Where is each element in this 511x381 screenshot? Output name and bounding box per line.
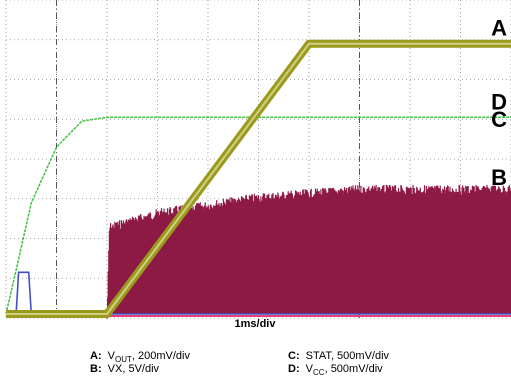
legend-sub-d: CC bbox=[313, 368, 325, 377]
legend-name-c: STAT bbox=[306, 350, 333, 362]
legend-entry-c: C: STAT, 500mV/div bbox=[288, 350, 390, 362]
legend-name-d: V bbox=[306, 363, 314, 375]
trace-a-core bbox=[6, 42, 511, 315]
trace-c bbox=[6, 134, 511, 315]
legend-key-d: D: bbox=[288, 363, 300, 375]
legend-key-a: A: bbox=[90, 350, 102, 362]
legend-rest-c: , 500mV/div bbox=[331, 350, 390, 362]
legend-entry-a: A: VOUT, 200mV/div bbox=[90, 350, 190, 364]
legend-entry-b: B: VX, 5V/div bbox=[90, 363, 160, 375]
legend-name-a: V bbox=[108, 350, 116, 362]
x-axis-label: 1ms/div bbox=[235, 318, 277, 330]
trace-label-d: D bbox=[491, 89, 507, 114]
legend-rest-a: , 200mV/div bbox=[132, 350, 191, 362]
legend-sub-a: OUT bbox=[115, 355, 132, 364]
trace-label-c: C bbox=[491, 107, 507, 132]
trace-label-a: A bbox=[491, 16, 507, 41]
trace-d bbox=[5, 116, 511, 315]
legend: A: VOUT, 200mV/div B: VX, 5V/div C: STAT… bbox=[90, 350, 390, 377]
legend-rest-d: , 500mV/div bbox=[325, 363, 384, 375]
legend-key-b: B: bbox=[90, 363, 102, 375]
legend-name-b: VX bbox=[108, 363, 123, 375]
legend-rest-b: , 5V/div bbox=[122, 363, 159, 375]
legend-entry-d: D: VCC, 500mV/div bbox=[288, 363, 383, 377]
trace-labels: A DC B bbox=[491, 16, 507, 190]
trace-label-b: B bbox=[491, 165, 507, 190]
traces bbox=[5, 39, 511, 319]
legend-key-c: C: bbox=[288, 350, 300, 362]
